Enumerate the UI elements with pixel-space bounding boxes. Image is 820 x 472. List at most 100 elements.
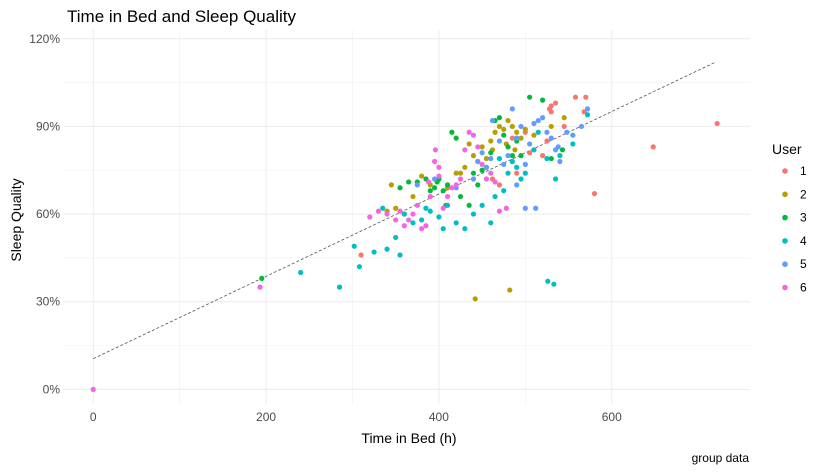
data-point bbox=[436, 164, 442, 170]
data-point bbox=[518, 135, 524, 141]
data-point bbox=[507, 287, 513, 293]
y-tick-label: 30% bbox=[36, 295, 60, 309]
series-user-2 bbox=[384, 115, 567, 302]
series-user-6 bbox=[90, 129, 509, 392]
legend: User 1 2 3 4 5 6 bbox=[772, 141, 807, 295]
data-point bbox=[548, 103, 554, 109]
data-point bbox=[496, 138, 502, 144]
data-point bbox=[483, 155, 490, 162]
y-tick-label: 120% bbox=[29, 32, 60, 46]
data-point bbox=[509, 153, 515, 159]
data-point bbox=[397, 252, 403, 258]
data-point bbox=[501, 126, 507, 132]
data-point bbox=[514, 182, 520, 188]
data-point bbox=[470, 176, 477, 182]
data-point bbox=[483, 164, 490, 170]
data-point bbox=[533, 205, 539, 211]
data-point bbox=[535, 129, 541, 135]
legend-key-user-6 bbox=[782, 284, 788, 291]
data-point bbox=[449, 129, 455, 135]
legend-key-user-2 bbox=[782, 191, 788, 198]
data-point bbox=[551, 281, 557, 287]
data-point bbox=[531, 147, 537, 153]
data-point bbox=[518, 176, 524, 182]
data-point bbox=[583, 94, 589, 100]
data-point bbox=[496, 115, 502, 121]
data-point bbox=[466, 141, 472, 147]
data-point bbox=[436, 214, 442, 220]
data-point bbox=[406, 217, 412, 223]
data-point bbox=[423, 223, 429, 229]
data-point bbox=[548, 123, 554, 130]
data-point bbox=[419, 226, 425, 232]
data-point bbox=[444, 193, 451, 200]
data-point bbox=[431, 158, 438, 165]
data-point bbox=[503, 205, 509, 211]
data-point bbox=[466, 129, 472, 135]
data-point bbox=[427, 193, 433, 200]
data-point bbox=[479, 161, 485, 168]
data-point bbox=[540, 115, 546, 121]
data-point bbox=[505, 153, 511, 159]
data-point bbox=[531, 120, 537, 127]
data-point bbox=[453, 220, 459, 226]
data-point bbox=[384, 246, 390, 252]
x-axis-title: Time in Bed (h) bbox=[361, 430, 456, 446]
data-point bbox=[453, 182, 459, 188]
axis-ticks: 0 200 400 600 0% 30% 60% 90% 120% bbox=[29, 32, 622, 424]
data-point bbox=[714, 120, 720, 127]
data-point bbox=[440, 226, 446, 232]
data-point bbox=[397, 208, 403, 214]
data-point bbox=[496, 123, 502, 130]
series-user-3 bbox=[259, 94, 566, 281]
data-point bbox=[432, 147, 439, 153]
data-point bbox=[388, 182, 394, 188]
data-point bbox=[425, 179, 432, 185]
data-point bbox=[501, 161, 507, 168]
data-point bbox=[544, 138, 550, 144]
trend-line-group bbox=[93, 61, 716, 360]
caption: group data bbox=[692, 451, 750, 465]
data-point bbox=[298, 269, 304, 276]
data-point bbox=[540, 97, 546, 103]
data-point bbox=[555, 144, 561, 150]
data-point bbox=[257, 284, 263, 290]
data-point bbox=[483, 176, 490, 182]
data-point bbox=[351, 243, 357, 249]
data-point bbox=[584, 112, 591, 118]
legend-key-user-3 bbox=[782, 214, 788, 221]
data-point bbox=[358, 252, 364, 258]
data-point bbox=[375, 208, 382, 214]
data-points bbox=[90, 94, 720, 392]
data-point bbox=[427, 208, 433, 214]
data-point bbox=[557, 158, 563, 165]
data-point bbox=[570, 141, 576, 147]
data-point bbox=[514, 129, 520, 135]
data-point bbox=[457, 170, 464, 176]
data-point bbox=[488, 138, 494, 144]
data-point bbox=[90, 386, 96, 392]
data-point bbox=[479, 202, 485, 208]
data-point bbox=[466, 202, 472, 208]
data-point bbox=[505, 144, 511, 150]
x-tick-label: 600 bbox=[602, 410, 622, 424]
legend-label-user-1: 1 bbox=[800, 164, 807, 178]
data-point bbox=[496, 155, 502, 162]
legend-label-user-2: 2 bbox=[800, 187, 807, 201]
data-point bbox=[581, 109, 587, 115]
data-point bbox=[470, 132, 477, 138]
data-point bbox=[522, 170, 528, 176]
data-point bbox=[540, 153, 546, 159]
data-point bbox=[509, 158, 515, 165]
data-point bbox=[419, 217, 425, 223]
data-point bbox=[522, 126, 528, 132]
data-point bbox=[492, 129, 498, 135]
data-point bbox=[522, 161, 528, 168]
data-point bbox=[419, 173, 425, 179]
x-tick-label: 200 bbox=[256, 410, 276, 424]
data-point bbox=[431, 185, 438, 191]
data-point bbox=[410, 220, 416, 226]
data-point bbox=[457, 193, 464, 200]
data-point bbox=[559, 147, 566, 153]
